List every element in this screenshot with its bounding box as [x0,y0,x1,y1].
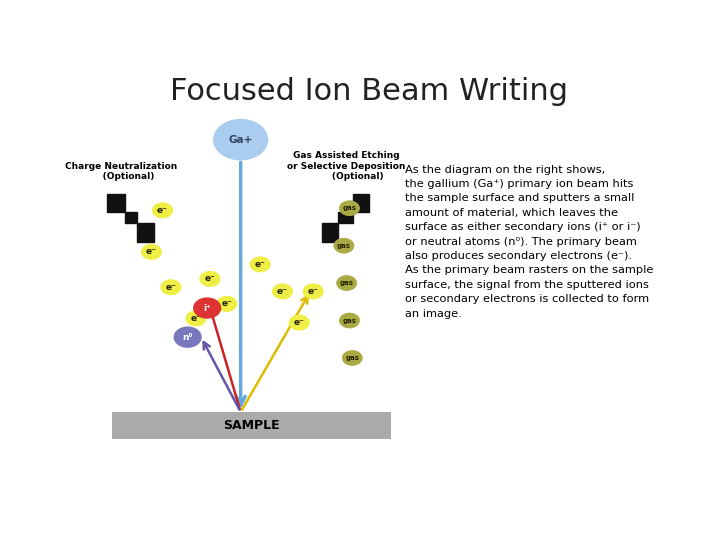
Text: e⁻: e⁻ [204,274,215,284]
Text: Charge Neutralization
     (Optional): Charge Neutralization (Optional) [65,162,177,181]
Polygon shape [107,194,154,241]
Polygon shape [322,194,369,241]
Circle shape [194,298,220,318]
Text: e⁻: e⁻ [157,206,168,215]
Text: As the diagram on the right shows,
the gallium (Ga⁺) primary ion beam hits
the s: As the diagram on the right shows, the g… [405,165,654,319]
Text: e⁻: e⁻ [166,283,176,292]
Text: e⁻: e⁻ [221,299,232,308]
Circle shape [141,245,161,259]
Text: Ga+: Ga+ [228,134,253,145]
Circle shape [272,284,292,299]
Circle shape [161,280,181,295]
Text: gas: gas [340,280,354,286]
Circle shape [339,201,359,216]
Circle shape [217,296,237,312]
Circle shape [186,311,206,326]
Circle shape [289,315,310,330]
Text: gas: gas [337,242,351,249]
Circle shape [303,284,323,299]
FancyBboxPatch shape [112,412,392,439]
Text: Gas Assisted Etching
or Selective Deposition
       (Optional): Gas Assisted Etching or Selective Deposi… [287,151,406,181]
Text: e⁻: e⁻ [255,260,266,269]
Text: gas: gas [343,318,356,323]
Text: e⁻: e⁻ [277,287,288,296]
Circle shape [334,238,354,253]
Text: SAMPLE: SAMPLE [223,419,280,432]
Circle shape [337,275,356,291]
Text: gas: gas [343,205,356,211]
Circle shape [200,272,220,286]
Text: e⁻: e⁻ [294,318,305,327]
Circle shape [342,350,362,366]
Text: n⁰: n⁰ [182,333,193,342]
Text: e⁻: e⁻ [191,314,202,323]
Text: e⁻: e⁻ [307,287,319,296]
Circle shape [250,257,270,272]
Text: Focused Ion Beam Writing: Focused Ion Beam Writing [170,77,568,106]
Circle shape [153,203,173,218]
Text: i⁺: i⁺ [203,303,211,313]
Text: gas: gas [346,355,359,361]
Circle shape [214,120,267,160]
Text: e⁻: e⁻ [146,247,157,256]
Circle shape [339,313,359,328]
Circle shape [174,327,201,347]
